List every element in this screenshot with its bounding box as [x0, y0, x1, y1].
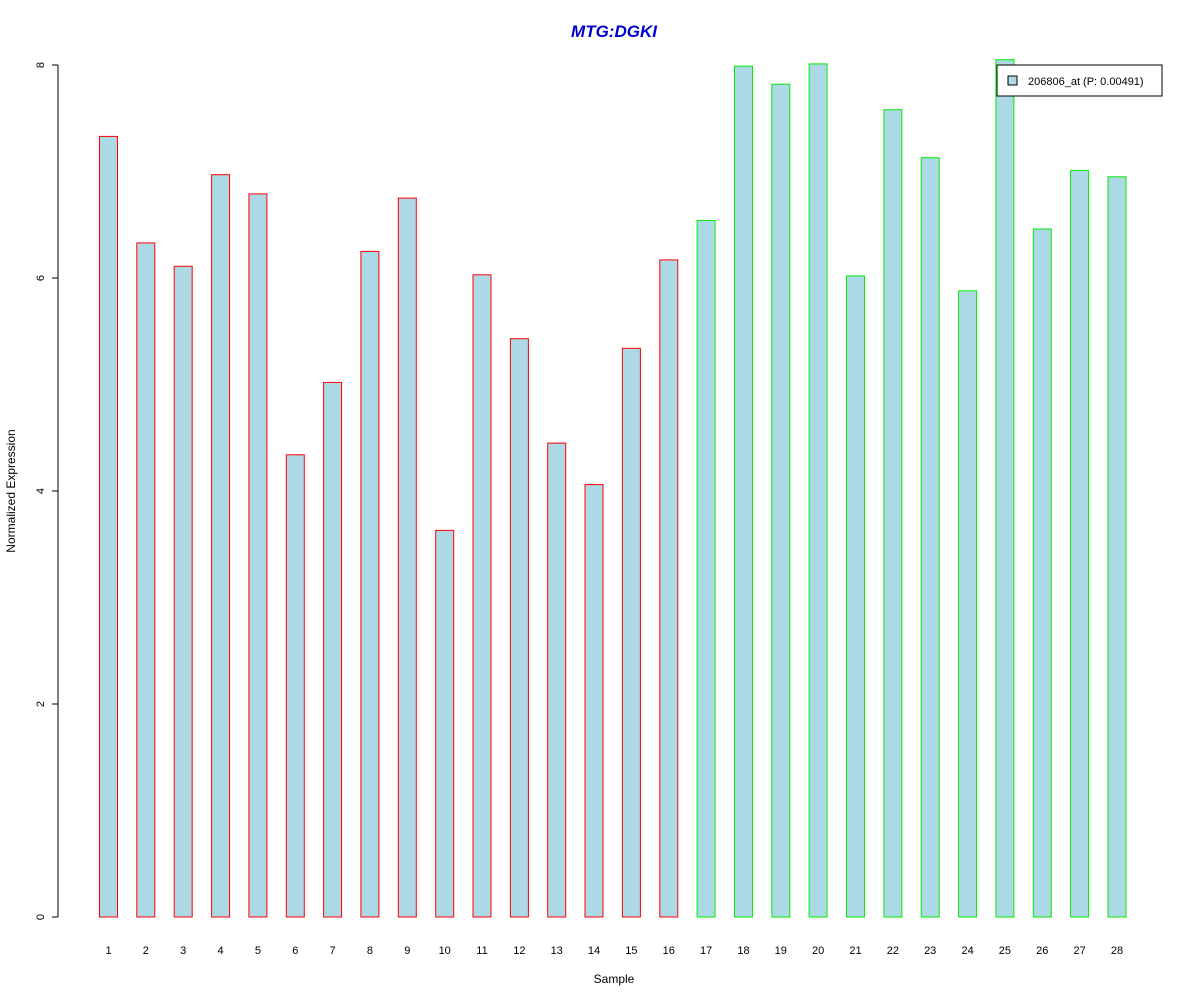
legend: 206806_at (P: 0.00491)	[996, 64, 1163, 97]
bar-sample-25	[995, 59, 1015, 918]
bar-sample-17	[696, 220, 716, 918]
x-tick-label: 8	[367, 945, 373, 957]
x-tick-label: 22	[887, 945, 899, 957]
bars	[99, 59, 1127, 918]
bar-sample-13	[547, 442, 567, 918]
bar-sample-20	[808, 63, 828, 918]
y-tick-label: 0	[35, 914, 47, 920]
x-tick-label: 12	[513, 945, 525, 957]
y-tick-label: 8	[35, 62, 47, 68]
bar-sample-27	[1070, 169, 1090, 918]
x-tick-label: 6	[292, 945, 298, 957]
x-tick-label: 9	[404, 945, 410, 957]
bar-sample-4	[211, 174, 231, 918]
x-tick-label: 19	[775, 945, 787, 957]
bar-sample-24	[958, 290, 978, 918]
x-tick-label: 24	[961, 945, 973, 957]
legend-swatch	[1007, 75, 1018, 86]
bar-sample-12	[509, 338, 529, 918]
bar-sample-2	[136, 242, 156, 918]
x-tick-label: 18	[737, 945, 749, 957]
x-tick-label: 5	[255, 945, 261, 957]
y-axis: 0 2 4 6 8	[35, 62, 59, 920]
bar-sample-23	[920, 157, 940, 918]
x-tick-label: 20	[812, 945, 824, 957]
bar-sample-16	[659, 259, 679, 918]
bar-sample-15	[621, 347, 641, 918]
x-tick-label: 16	[663, 945, 675, 957]
legend-label: 206806_at (P: 0.00491)	[1028, 76, 1144, 88]
bar-sample-1	[99, 135, 118, 918]
x-tick-label: 2	[143, 945, 149, 957]
x-tick-label: 11	[476, 945, 487, 957]
x-tick-label: 14	[588, 945, 600, 957]
x-tick-label: 28	[1111, 945, 1123, 957]
bar-sample-21	[846, 275, 865, 918]
x-tick-label: 7	[330, 945, 336, 957]
x-tick-labels: 1 2 3 4 5 6 7 8 9 10 11 12 13 14 15 16 17 18 19 20 21 22 23 24 2…	[105, 945, 1123, 957]
bar-sample-7	[323, 381, 343, 918]
bar-sample-11	[472, 274, 492, 918]
x-tick-label: 4	[218, 945, 224, 957]
bar-sample-26	[1032, 228, 1052, 918]
x-tick-label: 25	[999, 945, 1011, 957]
bar-sample-22	[883, 109, 903, 918]
x-tick-label: 26	[1036, 945, 1048, 957]
chart-title: MTG:DGKI	[571, 22, 658, 41]
x-tick-label: 23	[924, 945, 936, 957]
legend-box	[996, 64, 1163, 97]
bar-sample-14	[584, 484, 604, 918]
x-tick-label: 17	[700, 945, 712, 957]
x-tick-label: 27	[1073, 945, 1085, 957]
bar-sample-9	[397, 197, 417, 918]
x-tick-label: 21	[849, 945, 861, 957]
y-axis-label: Normalized Expression	[4, 429, 18, 552]
y-tick-label: 2	[35, 701, 47, 707]
bar-sample-8	[360, 250, 380, 918]
bar-sample-28	[1107, 176, 1127, 918]
x-axis-label: Sample	[594, 972, 635, 986]
x-tick-label: 10	[439, 945, 451, 957]
bar-sample-18	[734, 65, 753, 918]
x-tick-label: 13	[551, 945, 563, 957]
bar-sample-3	[173, 265, 193, 918]
x-tick-label: 1	[105, 945, 111, 957]
bar-sample-6	[285, 454, 305, 918]
x-tick-label: 3	[180, 945, 186, 957]
x-tick-label: 15	[625, 945, 637, 957]
y-tick-label: 4	[35, 488, 47, 494]
bar-sample-10	[435, 529, 455, 918]
y-tick-label: 6	[35, 275, 47, 281]
bar-sample-19	[771, 83, 791, 918]
bar-sample-5	[248, 193, 268, 918]
